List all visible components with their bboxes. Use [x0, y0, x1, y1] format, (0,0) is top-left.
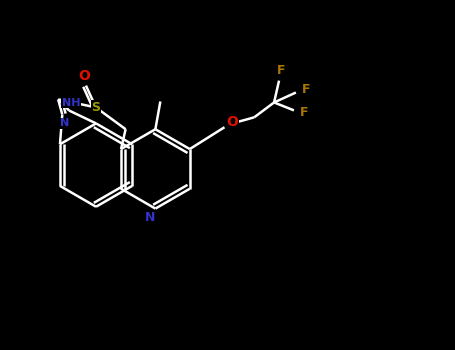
Text: N: N	[60, 118, 69, 128]
Text: S: S	[91, 101, 101, 114]
Text: N: N	[145, 211, 156, 224]
Text: NH: NH	[62, 98, 81, 107]
Text: F: F	[299, 106, 308, 119]
Text: O: O	[78, 69, 90, 83]
Text: O: O	[227, 115, 238, 129]
Text: F: F	[302, 83, 310, 96]
Text: F: F	[277, 64, 285, 77]
